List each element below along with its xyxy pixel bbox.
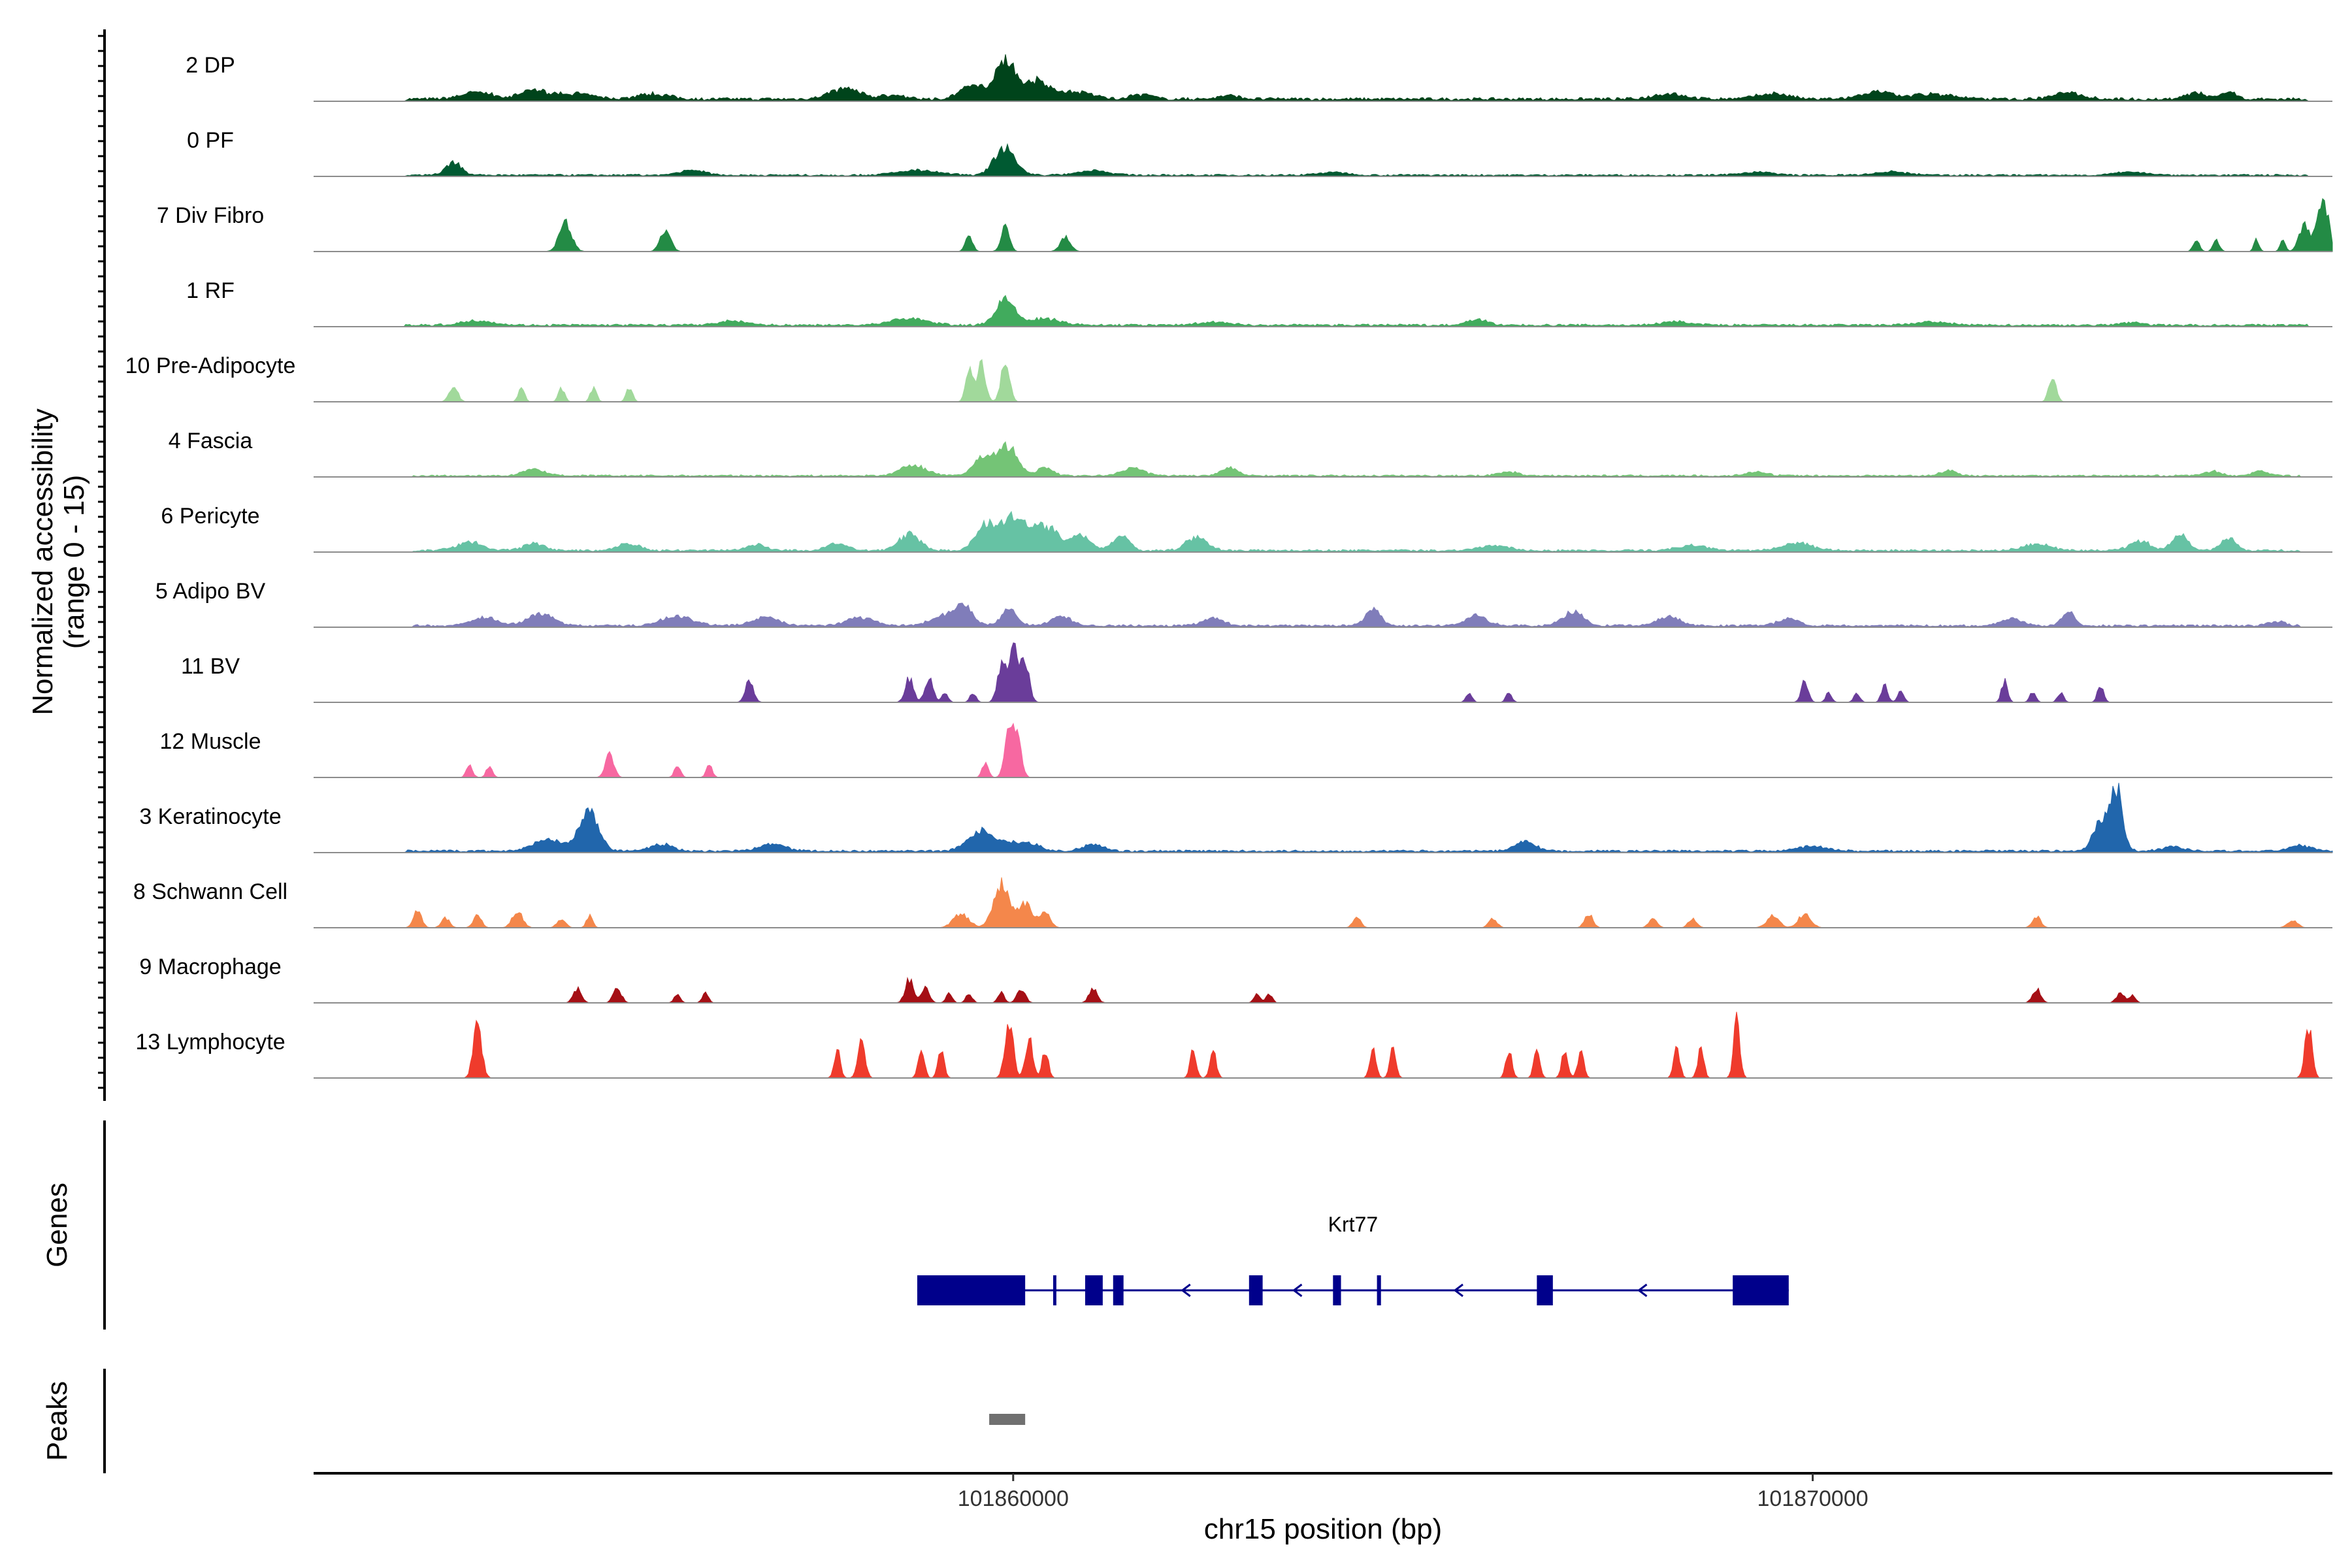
track-label: 9 Macrophage: [139, 955, 281, 979]
y-axis-title-line1: Normalized accessibility: [27, 408, 59, 715]
track-10-pre-adipocyte: 10 Pre-Adipocyte: [125, 353, 2332, 402]
strand-arrow: [1181, 1283, 1191, 1298]
track-2-dp: 2 DP: [186, 53, 2332, 102]
gene-exon: [1333, 1275, 1341, 1305]
track-13-lymphocyte: 13 Lymphocyte: [135, 1011, 2332, 1079]
coverage-area: [314, 1011, 2332, 1079]
strand-arrow: [1453, 1283, 1463, 1298]
gene-exon: [1053, 1275, 1056, 1305]
gene-exon: [917, 1275, 1026, 1305]
track-8-schwann-cell: 8 Schwann Cell: [133, 877, 2332, 928]
coverage-area: [314, 977, 2332, 1004]
gene-exon: [1113, 1275, 1124, 1305]
track-5-adipo-bv: 5 Adipo BV: [155, 579, 2332, 628]
track-label: 8 Schwann Cell: [133, 879, 287, 904]
peaks-track: [989, 1414, 1026, 1425]
track-label: 0 PF: [187, 128, 234, 153]
gene-exon: [1085, 1275, 1103, 1305]
track-label: 6 Pericyte: [161, 504, 259, 529]
track-label: 1 RF: [186, 278, 235, 303]
gene-exon: [1537, 1275, 1553, 1305]
track-label: 10 Pre-Adipocyte: [125, 353, 296, 378]
x-axis-ticks: 101860000 101870000: [958, 1473, 1869, 1511]
coverage-area: [314, 723, 2332, 778]
coverage-area: [314, 642, 2332, 703]
track-9-macrophage: 9 Macrophage: [139, 955, 2332, 1004]
genes-panel-label: Genes: [41, 1183, 73, 1267]
coverage-area: [314, 54, 2332, 102]
track-label: 12 Muscle: [160, 729, 261, 754]
track-6-pericyte: 6 Pericyte: [161, 504, 2332, 553]
strand-arrow: [1292, 1283, 1303, 1298]
coverage-y-axis: [98, 29, 106, 1101]
peak-region: [989, 1414, 1026, 1425]
track-label: 11 BV: [181, 654, 240, 679]
track-4-fascia: 4 Fascia: [169, 429, 2332, 478]
track-label: 2 DP: [186, 53, 235, 78]
gene-krt77: Krt77: [917, 1213, 1789, 1305]
gene-exon: [1733, 1275, 1789, 1305]
coverage-area: [314, 198, 2333, 252]
x-tick-label: 101860000: [958, 1486, 1069, 1511]
coverage-area: [314, 441, 2332, 478]
track-1-rf: 1 RF: [186, 278, 2332, 327]
coverage-area: [314, 359, 2332, 402]
gene-exon: [1249, 1275, 1263, 1305]
track-0-pf: 0 PF: [187, 128, 2332, 177]
track-label: 13 Lymphocyte: [135, 1030, 285, 1054]
y-axis-title-line2: (range 0 - 15): [58, 475, 90, 649]
track-label: 7 Div Fibro: [157, 203, 264, 228]
track-label: 3 Keratinocyte: [139, 804, 281, 829]
peaks-panel-label: Peaks: [41, 1381, 73, 1461]
track-11-bv: 11 BV: [181, 642, 2332, 703]
coverage-area: [314, 877, 2332, 928]
coverage-tracks: 2 DP 0 PF 7 Div Fibro 1 RF 10 Pre-Adipocyte 4…: [125, 53, 2333, 1079]
gene-exon: [1377, 1275, 1381, 1305]
strand-arrow: [1637, 1283, 1648, 1298]
coverage-area: [314, 602, 2332, 628]
coverage-area: [314, 783, 2333, 853]
gene-annotations: Krt77: [917, 1213, 1789, 1305]
track-7-div-fibro: 7 Div Fibro: [157, 198, 2333, 252]
coverage-area: [314, 295, 2332, 327]
track-label: 4 Fascia: [169, 429, 253, 453]
coverage-area: [314, 143, 2332, 177]
gene-name-label: Krt77: [1328, 1213, 1378, 1236]
track-12-muscle: 12 Muscle: [160, 723, 2332, 778]
x-axis-title: chr15 position (bp): [1204, 1513, 1442, 1545]
x-tick-label: 101870000: [1757, 1486, 1868, 1511]
coverage-area: [314, 510, 2332, 553]
track-3-keratinocyte: 3 Keratinocyte: [139, 783, 2333, 853]
track-label: 5 Adipo BV: [155, 579, 266, 604]
